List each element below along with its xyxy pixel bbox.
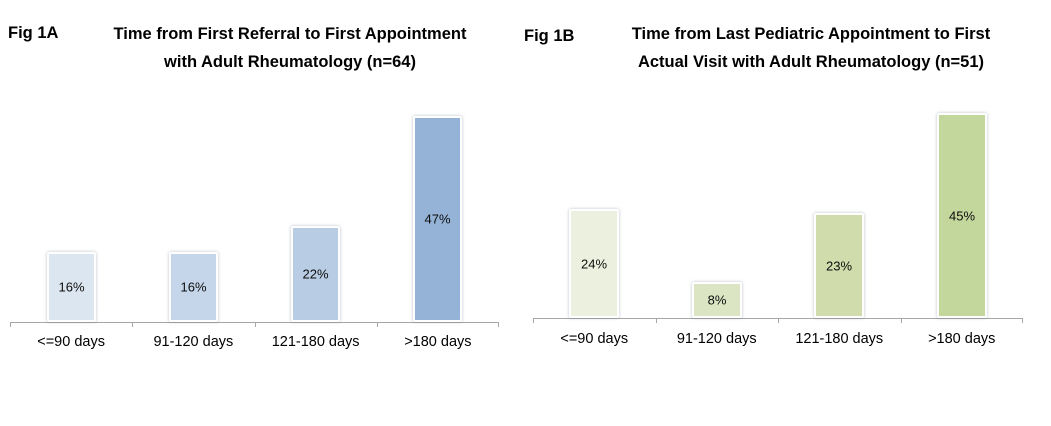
x-axis-tick [656,318,657,323]
fig-1b-title-line-1: Time from Last Pediatric Appointment to … [631,25,991,43]
bar-data-label: 24% [580,256,608,271]
x-axis-category-label: <=90 days [560,331,629,347]
bar-data-label: 47% [424,211,451,227]
x-axis-category-label: >180 days [928,331,996,347]
x-axis-category-label: 91-120 days [676,331,757,347]
fig-1a-label: Fig 1A [8,24,59,42]
fig-1a-x-axis-labels: <=90 days 91-120 days 121-180 days >180 day… [10,334,499,350]
x-axis-category-label: 121-180 days [271,334,360,350]
x-axis-category-label: 91-120 days [153,334,234,350]
fig-1b-x-axis-labels: <=90 days 91-120 days 121-180 days >180 day… [533,331,1023,347]
x-axis-category-label: >180 days [404,334,472,350]
bar-data-label: 45% [948,208,976,223]
bar-data-label: 16% [58,279,85,295]
bar-data-label: 23% [825,258,853,273]
fig-1b-label: Fig 1B [524,27,575,45]
fig-1b-plot-area: 24% 8% 23% 45% [533,90,1023,323]
bar--90-days: 24% [569,209,619,318]
bar-data-label: 8% [707,292,727,308]
bar-data-label: 22% [302,266,329,282]
x-axis-tick [377,322,378,327]
fig-1a-title: Time from First Referral to First Appoin… [78,20,502,76]
x-axis-tick [533,318,534,323]
x-axis-tick [255,322,256,327]
bar-data-label: 16% [180,279,207,295]
x-axis-tick [10,322,11,327]
fig-1b-title-line-2: Actual Visit with Adult Rheumatology (n=… [637,53,985,71]
x-axis-tick [778,318,779,323]
fig-1a-plot-area: 16% 16% 22% 47% [10,103,499,327]
bar--180-days: 47% [413,116,462,322]
x-axis-category-label: <=90 days [37,334,105,350]
bar--90-days: 16% [47,252,96,322]
x-axis-tick [1022,318,1023,323]
bar-91-120-days: 16% [169,252,218,322]
fig-1b-title: Time from Last Pediatric Appointment to … [578,20,1044,76]
bar-91-120-days: 8% [692,282,742,318]
fig-1a-title-line-1: Time from First Referral to First Appoin… [113,25,467,43]
x-axis-category-label: 121-180 days [795,331,884,347]
x-axis-tick [901,318,902,323]
bar--180-days: 45% [937,113,987,318]
x-axis-tick [498,322,499,327]
bar-121-180-days: 23% [814,213,864,318]
fig-1a-title-line-2: with Adult Rheumatology (n=64) [164,53,416,71]
x-axis-tick [132,322,133,327]
bar-121-180-days: 22% [291,226,340,322]
